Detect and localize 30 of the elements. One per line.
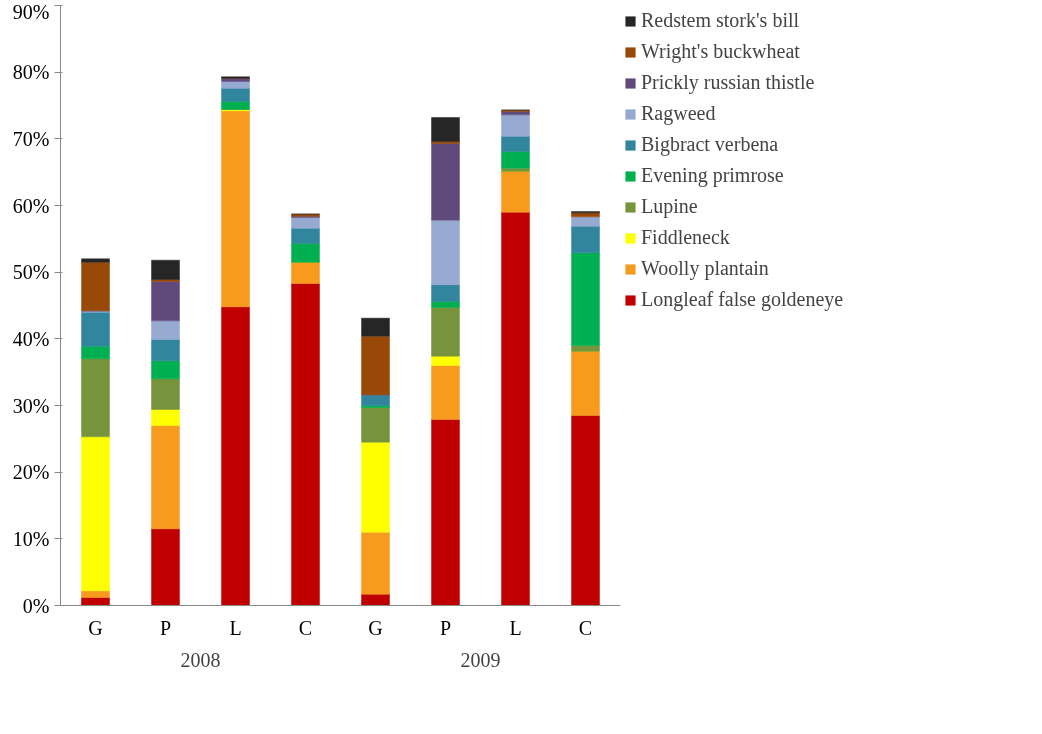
x-tick-label: G (88, 616, 103, 639)
y-tick-label: 30% (12, 394, 50, 417)
legend-label: Bigbract verbena (641, 133, 779, 156)
legend-label: Woolly plantain (641, 257, 769, 280)
y-tick-label: 20% (12, 461, 50, 484)
legend-label: Fiddleneck (641, 226, 730, 249)
y-tick-label: 10% (12, 527, 50, 550)
legend-label: Prickly russian thistle (641, 71, 815, 94)
y-tick-label: 40% (12, 327, 50, 350)
x-tick-label: P (159, 616, 172, 639)
y-tick-label: 50% (12, 261, 50, 284)
x-tick-label: G (368, 616, 383, 639)
legend-label: Evening primrose (641, 164, 784, 187)
text: 2008 (180, 648, 221, 671)
legend-label: Lupine (641, 195, 698, 218)
y-tick-label: 70% (12, 127, 50, 150)
y-tick-label: 0% (22, 594, 50, 617)
x-tick-label: L (509, 616, 522, 639)
x-tick-label: L (229, 616, 242, 639)
legend-label: Longleaf false goldeneye (641, 288, 844, 311)
legend-label: Wright's buckwheat (641, 40, 800, 63)
y-tick-label: 60% (12, 194, 50, 217)
x-tick-label: C (578, 616, 593, 639)
legend-label: Redstem stork's bill (641, 9, 800, 32)
y-tick-label: 90% (12, 0, 50, 23)
x-tick-label: P (439, 616, 452, 639)
y-tick-label: 80% (12, 61, 50, 84)
x-tick-label: C (298, 616, 313, 639)
text: 2009 (460, 648, 501, 671)
legend-label: Ragweed (641, 102, 716, 125)
